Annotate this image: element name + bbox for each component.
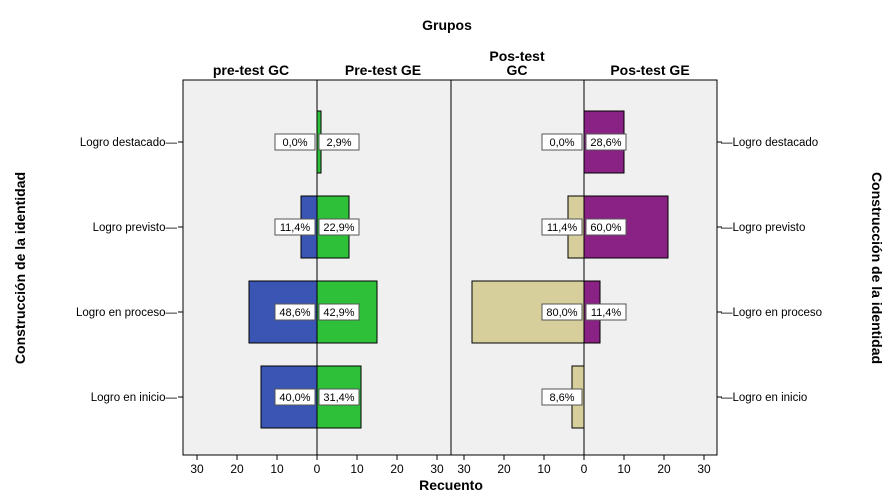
- data-label-box: [318, 133, 360, 151]
- panel-right-right-group: Pos-test GE: [610, 62, 689, 78]
- x-tick-label: 20: [497, 462, 511, 476]
- x-tick-label: 10: [350, 462, 364, 476]
- data-label-box: [274, 218, 316, 236]
- data-label: 42,9%: [323, 307, 354, 319]
- x-tick-label: 0: [314, 462, 321, 476]
- data-label: 8,6%: [549, 392, 574, 404]
- data-label-box: [585, 133, 627, 151]
- data-label: 11,4%: [280, 222, 311, 234]
- chart-title: Grupos: [422, 17, 472, 33]
- data-label: 11,4%: [591, 307, 622, 319]
- data-label-box: [274, 303, 316, 321]
- chart-marks: Logro destacado— —Logro destacado Logro pr…: [76, 80, 822, 476]
- data-label-box: [585, 218, 627, 236]
- category-label-left: Logro en inicio—: [91, 392, 178, 404]
- y-axis-label-right: Construcción de la identidad: [869, 172, 885, 364]
- data-label-box: [318, 218, 360, 236]
- data-label: 0,0%: [282, 137, 307, 149]
- data-label-box: [541, 133, 583, 151]
- x-tick-label: 30: [457, 462, 471, 476]
- group-header-line: Pos-test: [489, 48, 545, 64]
- y-axis-label-left: Construcción de la identidad: [12, 172, 28, 364]
- x-tick-label: 0: [581, 462, 588, 476]
- x-tick-label: 20: [657, 462, 671, 476]
- data-label: 31,4%: [323, 392, 354, 404]
- x-tick-label: 30: [430, 462, 444, 476]
- data-label: 48,6%: [279, 307, 310, 319]
- x-tick-label: 10: [270, 462, 284, 476]
- data-label: 2,9%: [326, 137, 351, 149]
- panel-left-left-group: pre-test GC: [213, 62, 289, 78]
- panel-left-right-group: Pre-test GE: [345, 62, 421, 78]
- category-label-right: —Logro en inicio: [721, 392, 807, 404]
- data-label-box: [541, 388, 583, 406]
- data-label-box: [318, 303, 360, 321]
- x-tick-label: 30: [190, 462, 204, 476]
- category-label-right: —Logro previsto: [721, 222, 805, 234]
- category-label-right: —Logro destacado: [721, 137, 818, 149]
- data-label-box: [274, 388, 316, 406]
- data-label-box: [274, 133, 316, 151]
- x-tick-label: 10: [617, 462, 631, 476]
- data-label: 40,0%: [279, 392, 310, 404]
- category-label-left: Logro previsto—: [93, 222, 178, 234]
- group-header-line: GC: [507, 62, 528, 78]
- data-label-box: [541, 303, 583, 321]
- data-label-box: [318, 388, 360, 406]
- data-label-box: [541, 218, 583, 236]
- data-label: 80,0%: [546, 307, 577, 319]
- x-tick-label: 20: [390, 462, 404, 476]
- panel-right-left-group: Pos-test GC: [489, 48, 545, 78]
- x-tick-label: 20: [230, 462, 244, 476]
- x-tick-label: 30: [697, 462, 711, 476]
- category-label-right: —Logro en proceso: [721, 307, 822, 319]
- data-label: 11,4%: [547, 222, 578, 234]
- category-label-left: Logro en proceso—: [76, 307, 178, 319]
- data-label-box: [585, 303, 627, 321]
- data-label: 60,0%: [590, 222, 621, 234]
- x-tick-label: 10: [537, 462, 551, 476]
- bar-pos-test-gc: [471, 280, 585, 344]
- x-axis-label: Recuento: [419, 477, 483, 493]
- category-label-left: Logro destacado—: [80, 137, 178, 149]
- data-label: 22,9%: [323, 222, 354, 234]
- data-label: 28,6%: [590, 137, 621, 149]
- data-label: 0,0%: [549, 137, 574, 149]
